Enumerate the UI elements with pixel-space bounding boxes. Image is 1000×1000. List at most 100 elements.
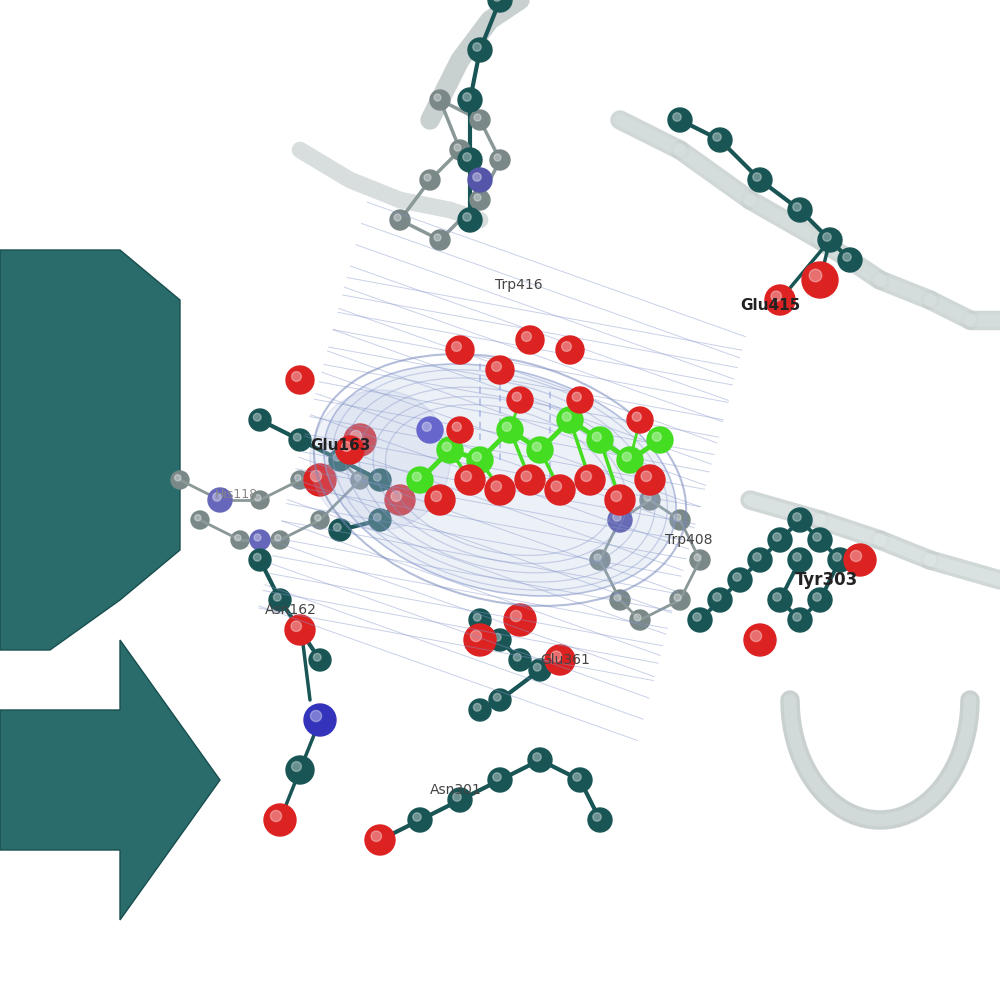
- Circle shape: [310, 710, 322, 722]
- Circle shape: [292, 372, 301, 381]
- Circle shape: [309, 649, 331, 671]
- Circle shape: [371, 831, 382, 842]
- Circle shape: [425, 485, 455, 515]
- Circle shape: [355, 475, 361, 481]
- Circle shape: [470, 190, 490, 210]
- Circle shape: [470, 110, 490, 130]
- Circle shape: [458, 148, 482, 172]
- Circle shape: [474, 194, 481, 201]
- Circle shape: [175, 475, 181, 481]
- Circle shape: [468, 38, 492, 62]
- Circle shape: [521, 471, 532, 482]
- Circle shape: [412, 472, 421, 481]
- Circle shape: [195, 515, 201, 521]
- Circle shape: [630, 610, 650, 630]
- Circle shape: [463, 213, 471, 221]
- Circle shape: [450, 140, 470, 160]
- Circle shape: [467, 447, 493, 473]
- Circle shape: [304, 464, 336, 496]
- Circle shape: [473, 43, 481, 51]
- Circle shape: [773, 533, 781, 541]
- Circle shape: [213, 493, 221, 501]
- Circle shape: [289, 429, 311, 451]
- Circle shape: [437, 437, 463, 463]
- Circle shape: [494, 154, 501, 161]
- Circle shape: [430, 90, 450, 110]
- Circle shape: [504, 604, 536, 636]
- Circle shape: [507, 387, 533, 413]
- Circle shape: [809, 269, 822, 282]
- Circle shape: [293, 433, 301, 441]
- Circle shape: [556, 336, 584, 364]
- Circle shape: [808, 588, 832, 612]
- Ellipse shape: [310, 390, 450, 530]
- Circle shape: [407, 467, 433, 493]
- Circle shape: [533, 663, 541, 671]
- Circle shape: [828, 548, 852, 572]
- Circle shape: [270, 810, 282, 822]
- Circle shape: [592, 432, 601, 441]
- Circle shape: [771, 291, 782, 302]
- Circle shape: [813, 593, 821, 601]
- Circle shape: [733, 573, 741, 581]
- Circle shape: [492, 362, 501, 371]
- Circle shape: [448, 788, 472, 812]
- Circle shape: [557, 407, 583, 433]
- Circle shape: [389, 489, 411, 511]
- Circle shape: [453, 793, 461, 801]
- Circle shape: [171, 471, 189, 489]
- Circle shape: [291, 471, 309, 489]
- Circle shape: [286, 366, 314, 394]
- Circle shape: [753, 553, 761, 561]
- Circle shape: [472, 452, 481, 461]
- Circle shape: [464, 624, 496, 656]
- Text: Tyr303: Tyr303: [795, 571, 858, 589]
- Circle shape: [253, 413, 261, 421]
- Circle shape: [452, 342, 461, 351]
- Circle shape: [644, 494, 651, 501]
- Circle shape: [333, 453, 341, 461]
- Polygon shape: [0, 250, 180, 650]
- Text: Glu163: Glu163: [310, 438, 370, 452]
- Circle shape: [573, 773, 581, 781]
- Circle shape: [493, 773, 501, 781]
- Circle shape: [254, 534, 261, 541]
- Circle shape: [447, 417, 473, 443]
- Circle shape: [304, 704, 336, 736]
- Circle shape: [249, 409, 271, 431]
- Circle shape: [708, 588, 732, 612]
- Circle shape: [493, 633, 501, 641]
- Circle shape: [748, 168, 772, 192]
- Circle shape: [365, 825, 395, 855]
- Circle shape: [647, 427, 673, 453]
- Circle shape: [617, 447, 643, 473]
- Circle shape: [368, 828, 392, 852]
- Circle shape: [713, 133, 721, 141]
- Circle shape: [674, 514, 681, 521]
- Circle shape: [613, 513, 621, 521]
- Circle shape: [788, 508, 812, 532]
- Text: Glu415: Glu415: [740, 298, 800, 312]
- Circle shape: [532, 442, 541, 451]
- Circle shape: [572, 392, 581, 401]
- Circle shape: [744, 624, 776, 656]
- Circle shape: [533, 753, 541, 761]
- Text: Trp416: Trp416: [495, 278, 543, 292]
- Circle shape: [489, 689, 511, 711]
- Circle shape: [673, 113, 681, 121]
- Circle shape: [442, 442, 451, 451]
- Circle shape: [522, 332, 531, 341]
- Circle shape: [593, 813, 601, 821]
- Circle shape: [311, 511, 329, 529]
- Circle shape: [250, 530, 270, 550]
- Circle shape: [634, 614, 641, 621]
- Circle shape: [562, 412, 571, 421]
- Circle shape: [690, 550, 710, 570]
- Circle shape: [253, 553, 261, 561]
- Circle shape: [818, 228, 842, 252]
- Circle shape: [641, 471, 652, 482]
- Circle shape: [463, 93, 471, 101]
- Circle shape: [491, 481, 502, 491]
- Circle shape: [545, 645, 575, 675]
- Circle shape: [452, 422, 461, 431]
